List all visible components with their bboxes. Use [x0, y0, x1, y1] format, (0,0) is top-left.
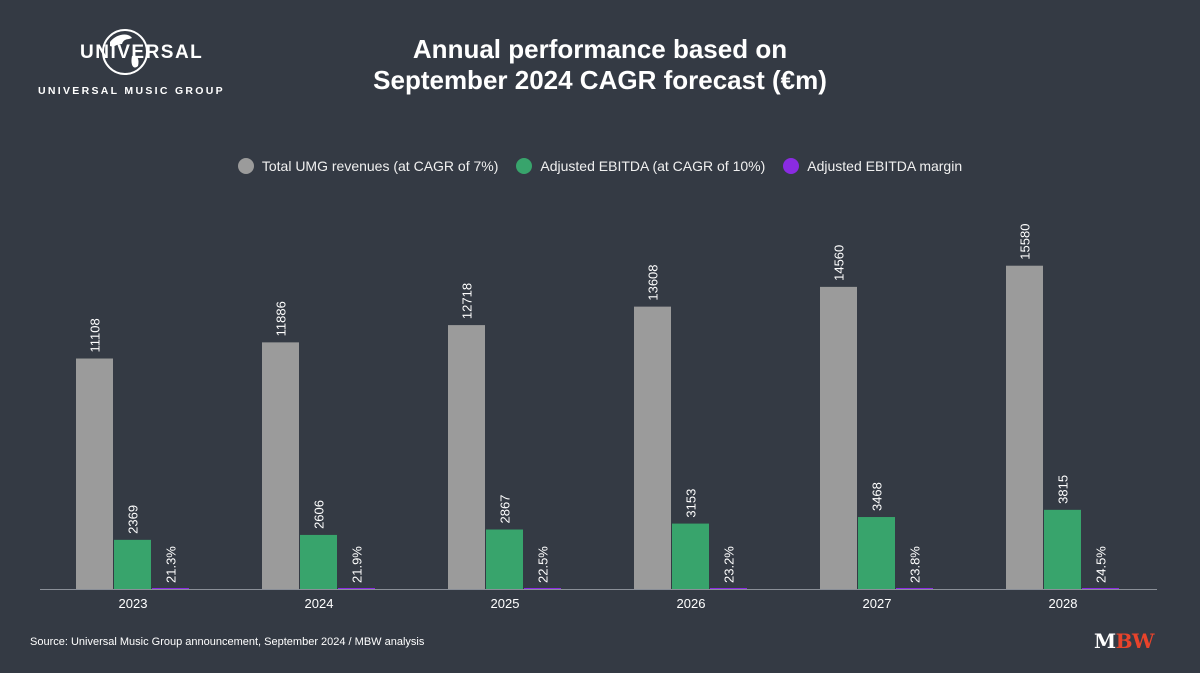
data-label-ebitda-2027: 3468 [870, 482, 885, 511]
legend-item-margin: Adjusted EBITDA margin [783, 158, 962, 174]
legend-label-ebitda: Adjusted EBITDA (at CAGR of 10%) [540, 158, 766, 174]
data-label-ebitda-2024: 2606 [312, 500, 327, 529]
bar-margin-2026 [710, 588, 747, 589]
universal-logo: UNIVERSAL UNIVERSAL MUSIC GROUP [38, 26, 228, 98]
bar-margin-2023 [152, 588, 189, 589]
mbw-logo-bw: BW [1115, 629, 1155, 653]
x-tick-2028: 2028 [1049, 596, 1078, 611]
chart-title: Annual performance based on September 20… [300, 34, 900, 96]
data-label-ebitda-2023: 2369 [126, 505, 141, 534]
bar-revenue-2027 [820, 286, 857, 589]
data-label-margin-2023: 21.3% [164, 546, 179, 583]
title-line-1: Annual performance based on [412, 34, 788, 64]
x-tick-2024: 2024 [305, 596, 334, 611]
title-line-2: September 2024 CAGR forecast (€m) [373, 65, 827, 95]
data-label-ebitda-2025: 2867 [498, 495, 513, 524]
bar-revenue-2028 [1006, 265, 1043, 589]
legend-label-margin: Adjusted EBITDA margin [807, 158, 963, 174]
chart-legend: Total UMG revenues (at CAGR of 7%) Adjus… [0, 158, 1200, 174]
mbw-logo-m: M [1094, 629, 1116, 653]
data-label-margin-2027: 23.8% [908, 546, 923, 583]
bar-ebitda-2027 [858, 517, 895, 589]
bar-margin-2027 [896, 588, 933, 589]
legend-label-revenue: Total UMG revenues (at CAGR of 7%) [261, 158, 499, 174]
data-label-revenue-2024: 11886 [274, 301, 289, 336]
legend-item-revenue: Total UMG revenues (at CAGR of 7%) [237, 158, 499, 174]
legend-item-ebitda: Adjusted EBITDA (at CAGR of 10%) [516, 158, 765, 174]
source-note: Source: Universal Music Group announceme… [30, 636, 425, 648]
bar-margin-2024 [338, 588, 375, 589]
data-label-margin-2024: 21.9% [350, 546, 365, 583]
x-tick-2026: 2026 [677, 596, 706, 611]
logo-subtitle: UNIVERSAL MUSIC GROUP [38, 85, 225, 97]
mbw-logo: MBW [1094, 629, 1155, 653]
bar-revenue-2024 [262, 342, 299, 589]
bar-ebitda-2026 [672, 523, 709, 589]
bar-revenue-2025 [448, 325, 485, 589]
legend-swatch-revenue [237, 158, 254, 174]
legend-swatch-ebitda [516, 158, 533, 174]
x-tick-2023: 2023 [119, 596, 148, 611]
data-label-margin-2026: 23.2% [722, 546, 737, 583]
bar-ebitda-2024 [300, 534, 337, 589]
globe-icon [102, 29, 148, 75]
data-label-revenue-2027: 14560 [832, 245, 847, 281]
bar-margin-2025 [524, 588, 561, 589]
bar-revenue-2026 [634, 306, 671, 589]
bar-ebitda-2025 [486, 529, 523, 589]
bar-ebitda-2023 [114, 539, 151, 589]
legend-swatch-margin [783, 158, 800, 174]
data-label-revenue-2025: 12718 [460, 283, 475, 319]
data-label-ebitda-2026: 3153 [684, 489, 699, 518]
x-tick-2027: 2027 [863, 596, 892, 611]
data-label-margin-2028: 24.5% [1094, 546, 1109, 583]
data-label-revenue-2023: 11108 [88, 318, 103, 352]
bar-margin-2028 [1082, 588, 1119, 589]
data-label-margin-2025: 22.5% [536, 546, 551, 583]
bar-ebitda-2028 [1044, 509, 1081, 589]
x-tick-2025: 2025 [491, 596, 520, 611]
bar-revenue-2023 [76, 358, 113, 589]
logo-word: UNIVERSAL [80, 42, 204, 63]
data-label-revenue-2026: 13608 [646, 264, 661, 300]
data-label-revenue-2028: 15580 [1018, 224, 1033, 260]
data-label-ebitda-2028: 3815 [1056, 475, 1071, 504]
